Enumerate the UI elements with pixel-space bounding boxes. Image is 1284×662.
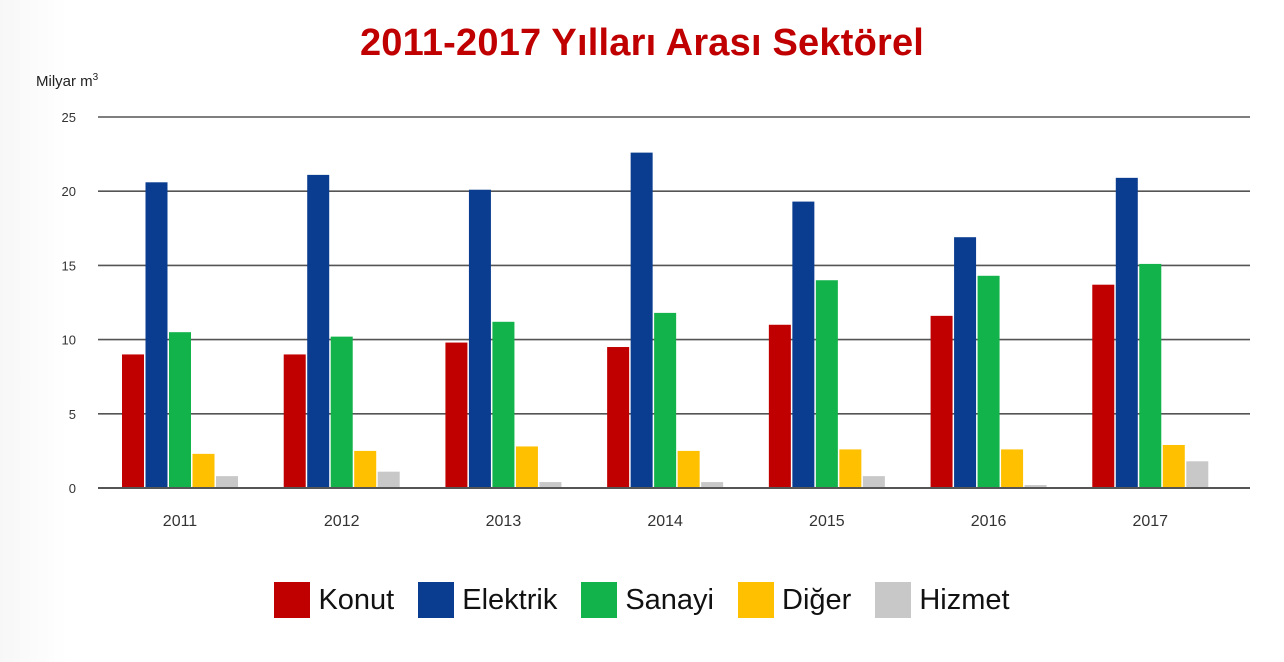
bar-elektrik-2014	[630, 152, 653, 488]
y-axis-label: Milyar m3	[36, 72, 98, 90]
x-tick-label: 2014	[647, 513, 683, 530]
bar-konut-2013	[445, 342, 468, 488]
x-tick-label: 2017	[1132, 513, 1168, 530]
bar-elektrik-2012	[307, 174, 330, 488]
legend-swatch	[875, 582, 912, 618]
bar-konut-2014	[607, 347, 630, 488]
legend-label: Sanayi	[625, 583, 714, 616]
bar-elektrik-2015	[792, 201, 815, 488]
bar-elektrik-2011	[145, 182, 168, 488]
chart-title: 2011-2017 Yılları Arası Sektörel	[359, 22, 925, 64]
bar-konut-2011	[122, 354, 144, 488]
y-axis-label-superscript: 3	[92, 72, 99, 83]
bar-hizmet-2017	[1186, 461, 1209, 488]
bar-diğer-2014	[677, 450, 700, 488]
y-tick-label: 15	[62, 258, 76, 273]
legend-item-diğer: Diğer	[738, 582, 851, 618]
bar-konut-2012	[283, 354, 306, 488]
bar-sanayi-2015	[815, 280, 838, 488]
legend-item-konut: Konut	[274, 582, 394, 618]
bar-sanayi-2014	[654, 312, 677, 488]
left-edge-shade	[0, 0, 68, 662]
bar-hizmet-2014	[701, 482, 724, 488]
bar-konut-2015	[768, 324, 791, 488]
bar-hizmet-2013	[539, 482, 562, 488]
bar-konut-2017	[1092, 284, 1115, 488]
bar-sanayi-2012	[330, 336, 353, 488]
x-tick-label: 2013	[486, 513, 522, 530]
legend-label: Elektrik	[462, 583, 558, 616]
legend-item-elektrik: Elektrik	[418, 582, 557, 618]
legend-label: Konut	[318, 583, 395, 616]
legend-swatch	[274, 582, 311, 618]
x-tick-label: 2011	[163, 513, 198, 530]
legend-swatch	[738, 582, 774, 618]
bar-konut-2016	[930, 315, 953, 488]
y-tick-labels: 0 5 10 15 20 25	[62, 110, 76, 496]
bar-hizmet-2011	[216, 476, 238, 488]
bar-diğer-2017	[1162, 444, 1185, 488]
y-tick-label: 25	[62, 110, 76, 125]
x-tick-labels: 2011 2012 2013 2014 2015 2016 2017	[163, 513, 1168, 530]
bar-diğer-2012	[354, 450, 377, 488]
bar-hizmet-2016	[1024, 485, 1047, 488]
bar-hizmet-2012	[377, 471, 400, 488]
y-tick-label: 0	[69, 481, 76, 496]
x-tick-label: 2015	[809, 513, 845, 530]
bar-diğer-2016	[1001, 449, 1024, 488]
bar-elektrik-2013	[468, 189, 491, 488]
bar-sanayi-2011	[169, 332, 191, 488]
bars	[98, 152, 1250, 489]
y-tick-label: 5	[69, 407, 76, 422]
legend-item-sanayi: Sanayi	[581, 582, 714, 618]
y-tick-label: 10	[62, 333, 76, 348]
bar-sanayi-2016	[977, 275, 1000, 488]
legend-swatch	[581, 582, 618, 618]
bar-sanayi-2013	[492, 321, 515, 488]
bar-sanayi-2017	[1139, 263, 1162, 488]
bar-diğer-2013	[515, 446, 538, 488]
x-tick-label: 2016	[971, 513, 1007, 530]
legend-label: Diğer	[782, 583, 852, 616]
x-tick-label: 2012	[324, 513, 360, 530]
bar-elektrik-2016	[954, 237, 977, 488]
y-tick-label: 20	[62, 184, 76, 199]
legend-swatch	[418, 582, 455, 618]
legend: Konut Elektrik Sanayi Diğer Hizmet	[0, 582, 1284, 618]
bar-diğer-2011	[192, 453, 215, 488]
bar-hizmet-2015	[862, 476, 885, 488]
y-axis-label-text: Milyar m	[36, 73, 93, 90]
bar-diğer-2015	[839, 449, 862, 488]
legend-label: Hizmet	[919, 583, 1010, 616]
legend-item-hizmet: Hizmet	[875, 582, 1010, 618]
bar-elektrik-2017	[1115, 177, 1138, 488]
